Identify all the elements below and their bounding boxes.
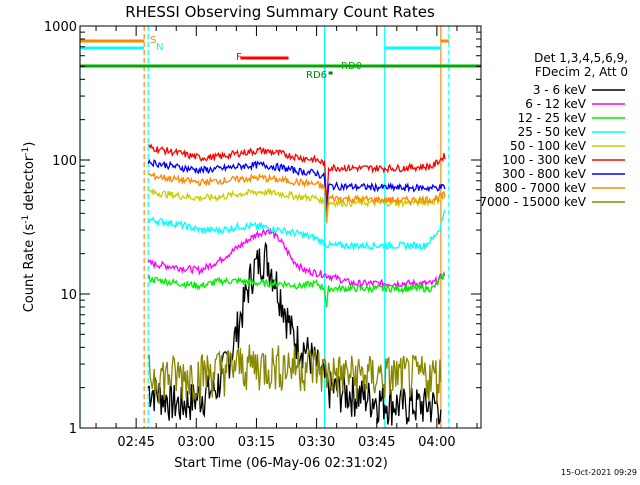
y-tick-label: 10 xyxy=(60,288,77,303)
flag-label-n: N xyxy=(156,42,163,53)
legend: Det 1,3,4,5,6,9, FDecim 2, Att 0 3 - 6 k… xyxy=(479,51,628,209)
legend-entry-label: 7000 - 15000 keV xyxy=(479,195,586,209)
x-tick-label: 03:15 xyxy=(238,435,275,450)
x-tick-label: 02:45 xyxy=(117,435,154,450)
legend-entry-label: 12 - 25 keV xyxy=(518,111,587,125)
legend-header-1: Det 1,3,4,5,6,9, xyxy=(534,51,628,65)
x-tick-label: 04:00 xyxy=(418,435,455,450)
y-tick-label: 1000 xyxy=(44,20,77,35)
flag-label-rd0: RD0 xyxy=(341,61,362,72)
x-tick-label: 03:30 xyxy=(298,435,335,450)
series-line xyxy=(147,158,446,212)
series-line xyxy=(147,187,446,220)
series-line xyxy=(148,143,446,207)
legend-entry-label: 300 - 800 keV xyxy=(502,167,586,181)
flag-label-rd6: RD6 xyxy=(306,70,327,81)
series-line xyxy=(147,209,446,252)
y-tick-label: 100 xyxy=(52,154,77,169)
series-line xyxy=(147,344,442,405)
legend-header-2: FDecim 2, Att 0 xyxy=(535,65,628,79)
x-axis-label: Start Time (06-May-06 02:31:02) xyxy=(174,456,388,471)
y-tick-label: 1 xyxy=(69,422,77,437)
flag-label-s: S xyxy=(150,35,156,46)
flag-label-f: F xyxy=(236,52,242,63)
legend-entry-label: 6 - 12 keV xyxy=(525,97,587,111)
y-axis-label-part: detector xyxy=(22,155,37,215)
y-axis-label-part: Count Rate (s xyxy=(22,224,37,313)
x-tick-label: 03:45 xyxy=(358,435,395,450)
legend-entry-label: 25 - 50 keV xyxy=(518,125,587,139)
plot-area: SN F RD0 RD6 1 10 100 1000 02:45 03:00 03:15 03:30 0… xyxy=(44,20,482,450)
series-line xyxy=(147,172,446,224)
series-line xyxy=(147,227,446,290)
y-axis-label-part: -1 xyxy=(21,147,31,156)
legend-entry-label: 50 - 100 keV xyxy=(510,139,587,153)
chart-title: RHESSI Observing Summary Count Rates xyxy=(125,3,435,21)
y-axis-label-part: -1 xyxy=(21,215,31,224)
x-tick-label: 03:00 xyxy=(178,435,215,450)
legend-entry-label: 100 - 300 keV xyxy=(502,153,586,167)
y-axis-label-part: ) xyxy=(22,142,37,147)
series-line xyxy=(147,272,446,307)
y-axis-label: Count Rate (s-1 detector-1) xyxy=(21,142,37,313)
legend-entry-label: 3 - 6 keV xyxy=(533,83,587,97)
legend-entry-label: 800 - 7000 keV xyxy=(495,181,587,195)
plot-frame xyxy=(79,25,482,429)
timestamp: 15-Oct-2021 09:29 xyxy=(561,468,637,477)
